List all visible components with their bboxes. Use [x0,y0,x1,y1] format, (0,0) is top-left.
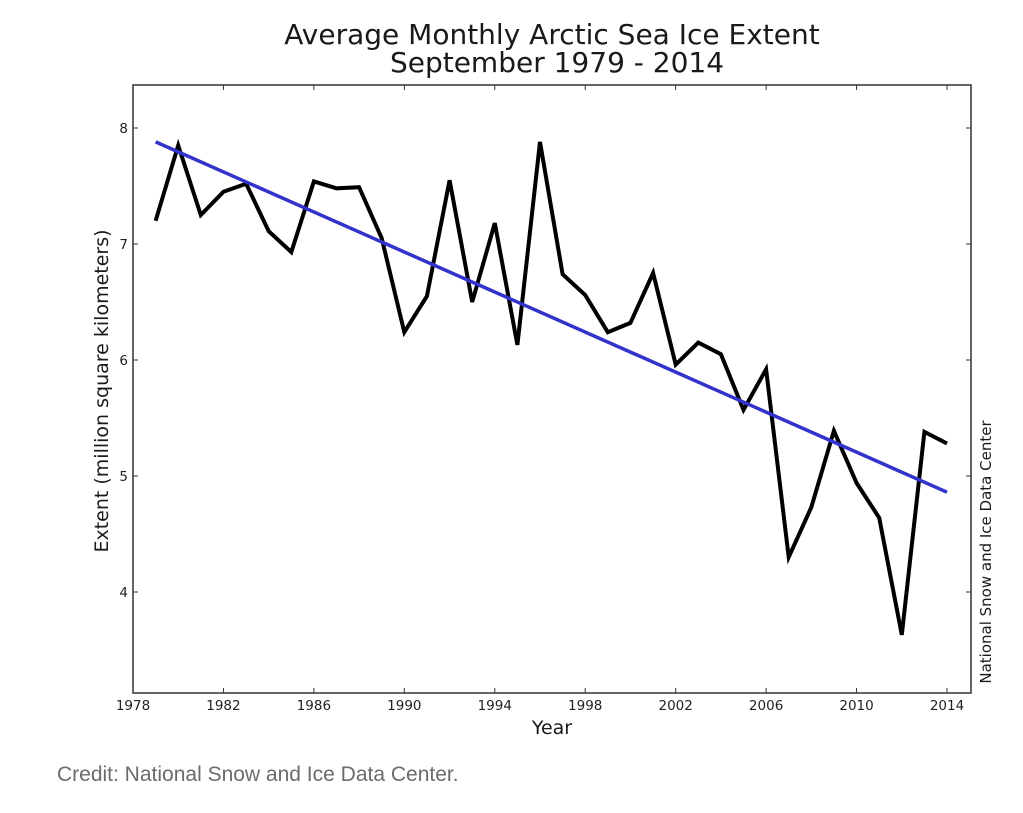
x-tick-label: 2014 [930,698,964,714]
trend-line [154,140,948,494]
x-tick-label: 1978 [116,698,150,714]
side-credit-annotation: National Snow and Ice Data Center [977,420,995,684]
x-tick-label: 1982 [206,698,240,714]
x-tick-label: 2002 [658,698,692,714]
x-axis-ticks: 1978 1982 1986 1990 1994 1998 2002 2006 2010 2014 [116,85,964,714]
chart-title: Average Monthly Arctic Sea Ice Extent [284,18,819,51]
y-axis-label: Extent (million square kilometers) [91,229,113,552]
y-tick-label: 4 [119,585,128,601]
x-tick-label: 2010 [839,698,873,714]
x-tick-label: 1986 [297,698,331,714]
x-axis-label: Year [531,717,572,739]
extent-series-line [153,138,948,636]
y-tick-label: 6 [119,353,128,369]
y-tick-label: 7 [119,237,128,253]
y-tick-label: 8 [119,121,128,137]
chart-subtitle: September 1979 - 2014 [390,46,724,79]
x-tick-label: 1994 [478,698,512,714]
series-layer [153,138,948,636]
image-credit: Credit: National Snow and Ice Data Cente… [57,763,459,786]
x-tick-label: 1998 [568,698,602,714]
y-axis-ticks: 4 5 6 7 8 [119,121,971,601]
plot-area: 1978 1982 1986 1990 1994 1998 2002 2006 2010 2014… [116,84,972,714]
x-tick-label: 2006 [749,698,783,714]
y-tick-label: 5 [119,469,128,485]
x-tick-label: 1990 [387,698,421,714]
plot-frame [132,84,972,694]
